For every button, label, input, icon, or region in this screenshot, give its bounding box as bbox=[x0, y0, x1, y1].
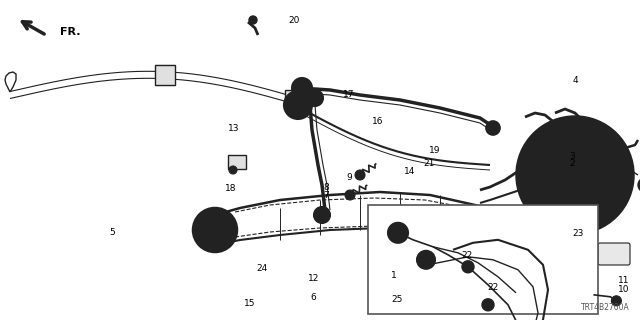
Text: 23: 23 bbox=[573, 229, 584, 238]
Bar bbox=[285, 90, 305, 108]
Circle shape bbox=[249, 16, 257, 24]
Circle shape bbox=[345, 190, 355, 200]
Text: 24: 24 bbox=[257, 264, 268, 273]
Circle shape bbox=[486, 302, 490, 307]
Text: 5: 5 bbox=[109, 228, 115, 236]
Circle shape bbox=[617, 145, 627, 155]
Circle shape bbox=[355, 170, 365, 180]
Bar bbox=[368, 205, 598, 314]
Text: 1: 1 bbox=[391, 271, 396, 280]
Text: 12: 12 bbox=[308, 274, 319, 283]
Circle shape bbox=[290, 97, 306, 113]
Text: 14: 14 bbox=[404, 167, 415, 176]
Circle shape bbox=[284, 91, 312, 119]
Text: 21: 21 bbox=[423, 159, 435, 168]
Circle shape bbox=[490, 125, 496, 131]
Text: 13: 13 bbox=[228, 124, 239, 132]
Circle shape bbox=[318, 211, 326, 219]
Text: 11: 11 bbox=[618, 276, 629, 285]
Circle shape bbox=[611, 296, 621, 306]
Text: 9: 9 bbox=[346, 173, 351, 182]
Text: 19: 19 bbox=[429, 146, 441, 155]
Text: 15: 15 bbox=[244, 300, 255, 308]
FancyBboxPatch shape bbox=[598, 243, 630, 265]
Text: FR.: FR. bbox=[60, 28, 80, 37]
Circle shape bbox=[193, 208, 237, 252]
Circle shape bbox=[485, 240, 497, 252]
Circle shape bbox=[295, 102, 301, 108]
Bar bbox=[228, 155, 246, 169]
Text: 6: 6 bbox=[311, 293, 316, 302]
Circle shape bbox=[450, 253, 470, 273]
Circle shape bbox=[456, 259, 464, 267]
Circle shape bbox=[417, 251, 435, 269]
Circle shape bbox=[210, 225, 220, 235]
Bar bbox=[155, 65, 175, 85]
Text: 17: 17 bbox=[343, 90, 355, 99]
Circle shape bbox=[465, 264, 470, 269]
Text: 20: 20 bbox=[289, 16, 300, 25]
Text: 22: 22 bbox=[487, 284, 499, 292]
Circle shape bbox=[510, 210, 520, 220]
Circle shape bbox=[393, 228, 403, 238]
Text: 18: 18 bbox=[225, 184, 236, 193]
Text: 22: 22 bbox=[461, 252, 473, 260]
Circle shape bbox=[292, 78, 312, 98]
Circle shape bbox=[311, 94, 319, 102]
Circle shape bbox=[307, 90, 323, 106]
Circle shape bbox=[229, 166, 237, 174]
Circle shape bbox=[570, 170, 580, 180]
Text: 10: 10 bbox=[618, 285, 629, 294]
Circle shape bbox=[482, 299, 494, 311]
Circle shape bbox=[442, 245, 478, 281]
Text: 2: 2 bbox=[570, 159, 575, 168]
Circle shape bbox=[563, 163, 587, 187]
Circle shape bbox=[530, 130, 620, 220]
Circle shape bbox=[510, 230, 520, 240]
Circle shape bbox=[202, 217, 228, 243]
Circle shape bbox=[314, 207, 330, 223]
Text: 25: 25 bbox=[391, 295, 403, 304]
Circle shape bbox=[486, 121, 500, 135]
Text: TRT4B2700A: TRT4B2700A bbox=[581, 303, 630, 313]
Circle shape bbox=[550, 150, 600, 200]
Circle shape bbox=[462, 261, 474, 273]
Text: 7: 7 bbox=[324, 191, 329, 200]
Circle shape bbox=[422, 256, 430, 264]
Circle shape bbox=[388, 223, 408, 243]
Text: 8: 8 bbox=[324, 183, 329, 192]
Text: 4: 4 bbox=[573, 76, 579, 84]
Circle shape bbox=[300, 86, 304, 90]
Circle shape bbox=[297, 83, 307, 93]
Text: 3: 3 bbox=[570, 152, 575, 161]
Circle shape bbox=[517, 117, 633, 233]
Circle shape bbox=[638, 178, 640, 192]
Text: 16: 16 bbox=[372, 117, 383, 126]
